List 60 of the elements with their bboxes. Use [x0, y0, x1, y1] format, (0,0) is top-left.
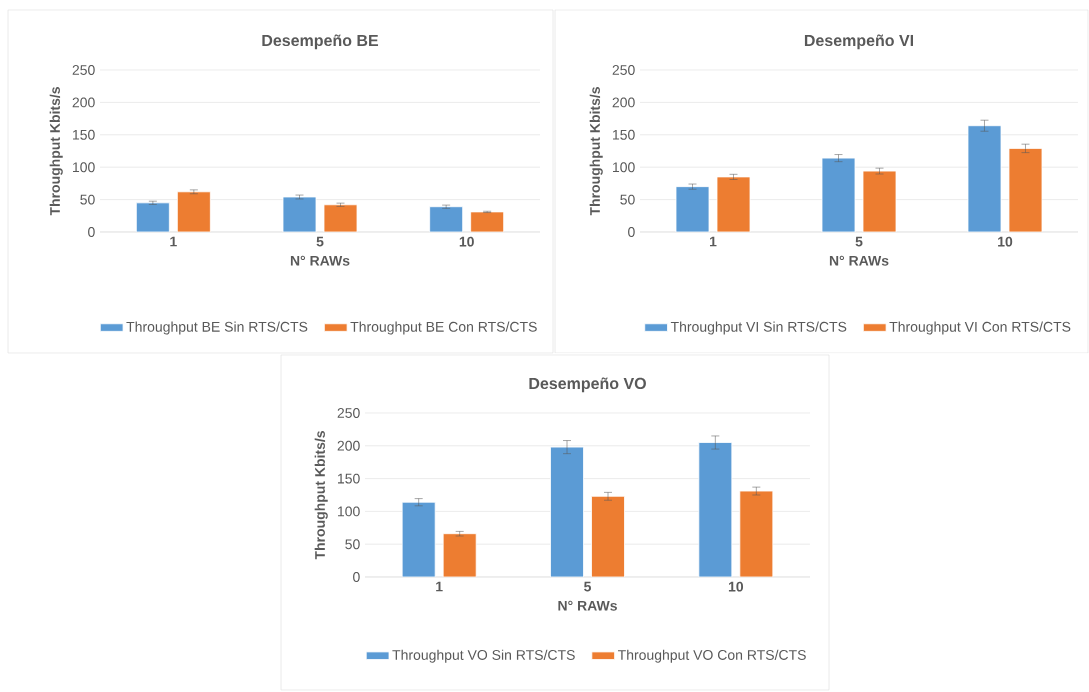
legend-label: Throughput VO Con RTS/CTS: [617, 649, 806, 663]
y-axis-title: Throughput Kbits/s: [589, 87, 603, 216]
y-tick-label: 250: [337, 408, 360, 418]
bar: [442, 533, 477, 577]
bar: [739, 490, 774, 577]
bar: [429, 206, 464, 232]
chart-title: Desempeño VO: [529, 377, 646, 393]
bar: [323, 204, 358, 232]
x-tick-label: 1: [170, 236, 177, 247]
y-tick-label: 100: [73, 162, 95, 173]
bar: [862, 170, 897, 232]
bar: [716, 176, 751, 232]
x-tick-label: 1: [436, 581, 443, 592]
x-tick-label: 10: [459, 236, 474, 247]
bar: [282, 196, 317, 232]
y-tick-label: 100: [613, 162, 635, 173]
y-tick-label: 0: [88, 227, 95, 237]
y-tick-label: 150: [73, 129, 95, 140]
legend-label: Throughput VI Con RTS/CTS: [889, 321, 1071, 335]
bar: [591, 495, 625, 577]
bar: [401, 501, 436, 577]
bar: [470, 211, 505, 232]
y-tick-label: 50: [620, 194, 635, 205]
bar: [176, 191, 211, 232]
y-tick-label: 250: [612, 65, 635, 75]
y-axis-title: Throughput Kbits/s: [314, 431, 328, 560]
chart-title: Desempeño VI: [804, 34, 914, 50]
x-tick-label: 5: [316, 236, 324, 247]
legend-label: Throughput VO Sin RTS/CTS: [392, 649, 575, 663]
x-tick-label: 10: [998, 236, 1013, 247]
bar: [821, 157, 856, 232]
y-tick-label: 150: [613, 129, 635, 140]
x-tick-label: 10: [728, 581, 744, 592]
legend-label: Throughput BE Con RTS/CTS: [350, 321, 537, 335]
chart-title: Desempeño BE: [262, 34, 379, 50]
bar: [1008, 148, 1043, 232]
x-axis-title: N° RAWs: [558, 600, 617, 611]
x-tick-label: 1: [709, 236, 717, 247]
y-tick-label: 100: [338, 506, 360, 517]
x-tick-label: 5: [584, 581, 591, 592]
y-tick-label: 50: [80, 194, 95, 205]
bar: [967, 125, 1002, 232]
x-axis-title: N° RAWs: [290, 255, 350, 266]
y-tick-label: 250: [72, 65, 95, 75]
y-tick-label: 0: [353, 572, 360, 582]
legend-label: Throughput BE Sin RTS/CTS: [126, 321, 308, 335]
bar: [550, 446, 584, 577]
bar: [135, 202, 170, 232]
x-tick-label: 5: [855, 236, 863, 247]
y-tick-label: 200: [612, 97, 635, 108]
legend-label: Throughput VI Sin RTS/CTS: [670, 321, 847, 335]
bar: [675, 186, 710, 232]
y-tick-label: 50: [345, 539, 360, 550]
bar: [698, 442, 733, 577]
y-tick-label: 200: [337, 440, 360, 451]
y-axis-title: Throughput Kbits/s: [49, 87, 63, 216]
y-tick-label: 150: [338, 473, 360, 484]
y-tick-label: 200: [72, 97, 95, 108]
x-axis-title: N° RAWs: [829, 255, 889, 266]
y-tick-label: 0: [628, 227, 635, 237]
